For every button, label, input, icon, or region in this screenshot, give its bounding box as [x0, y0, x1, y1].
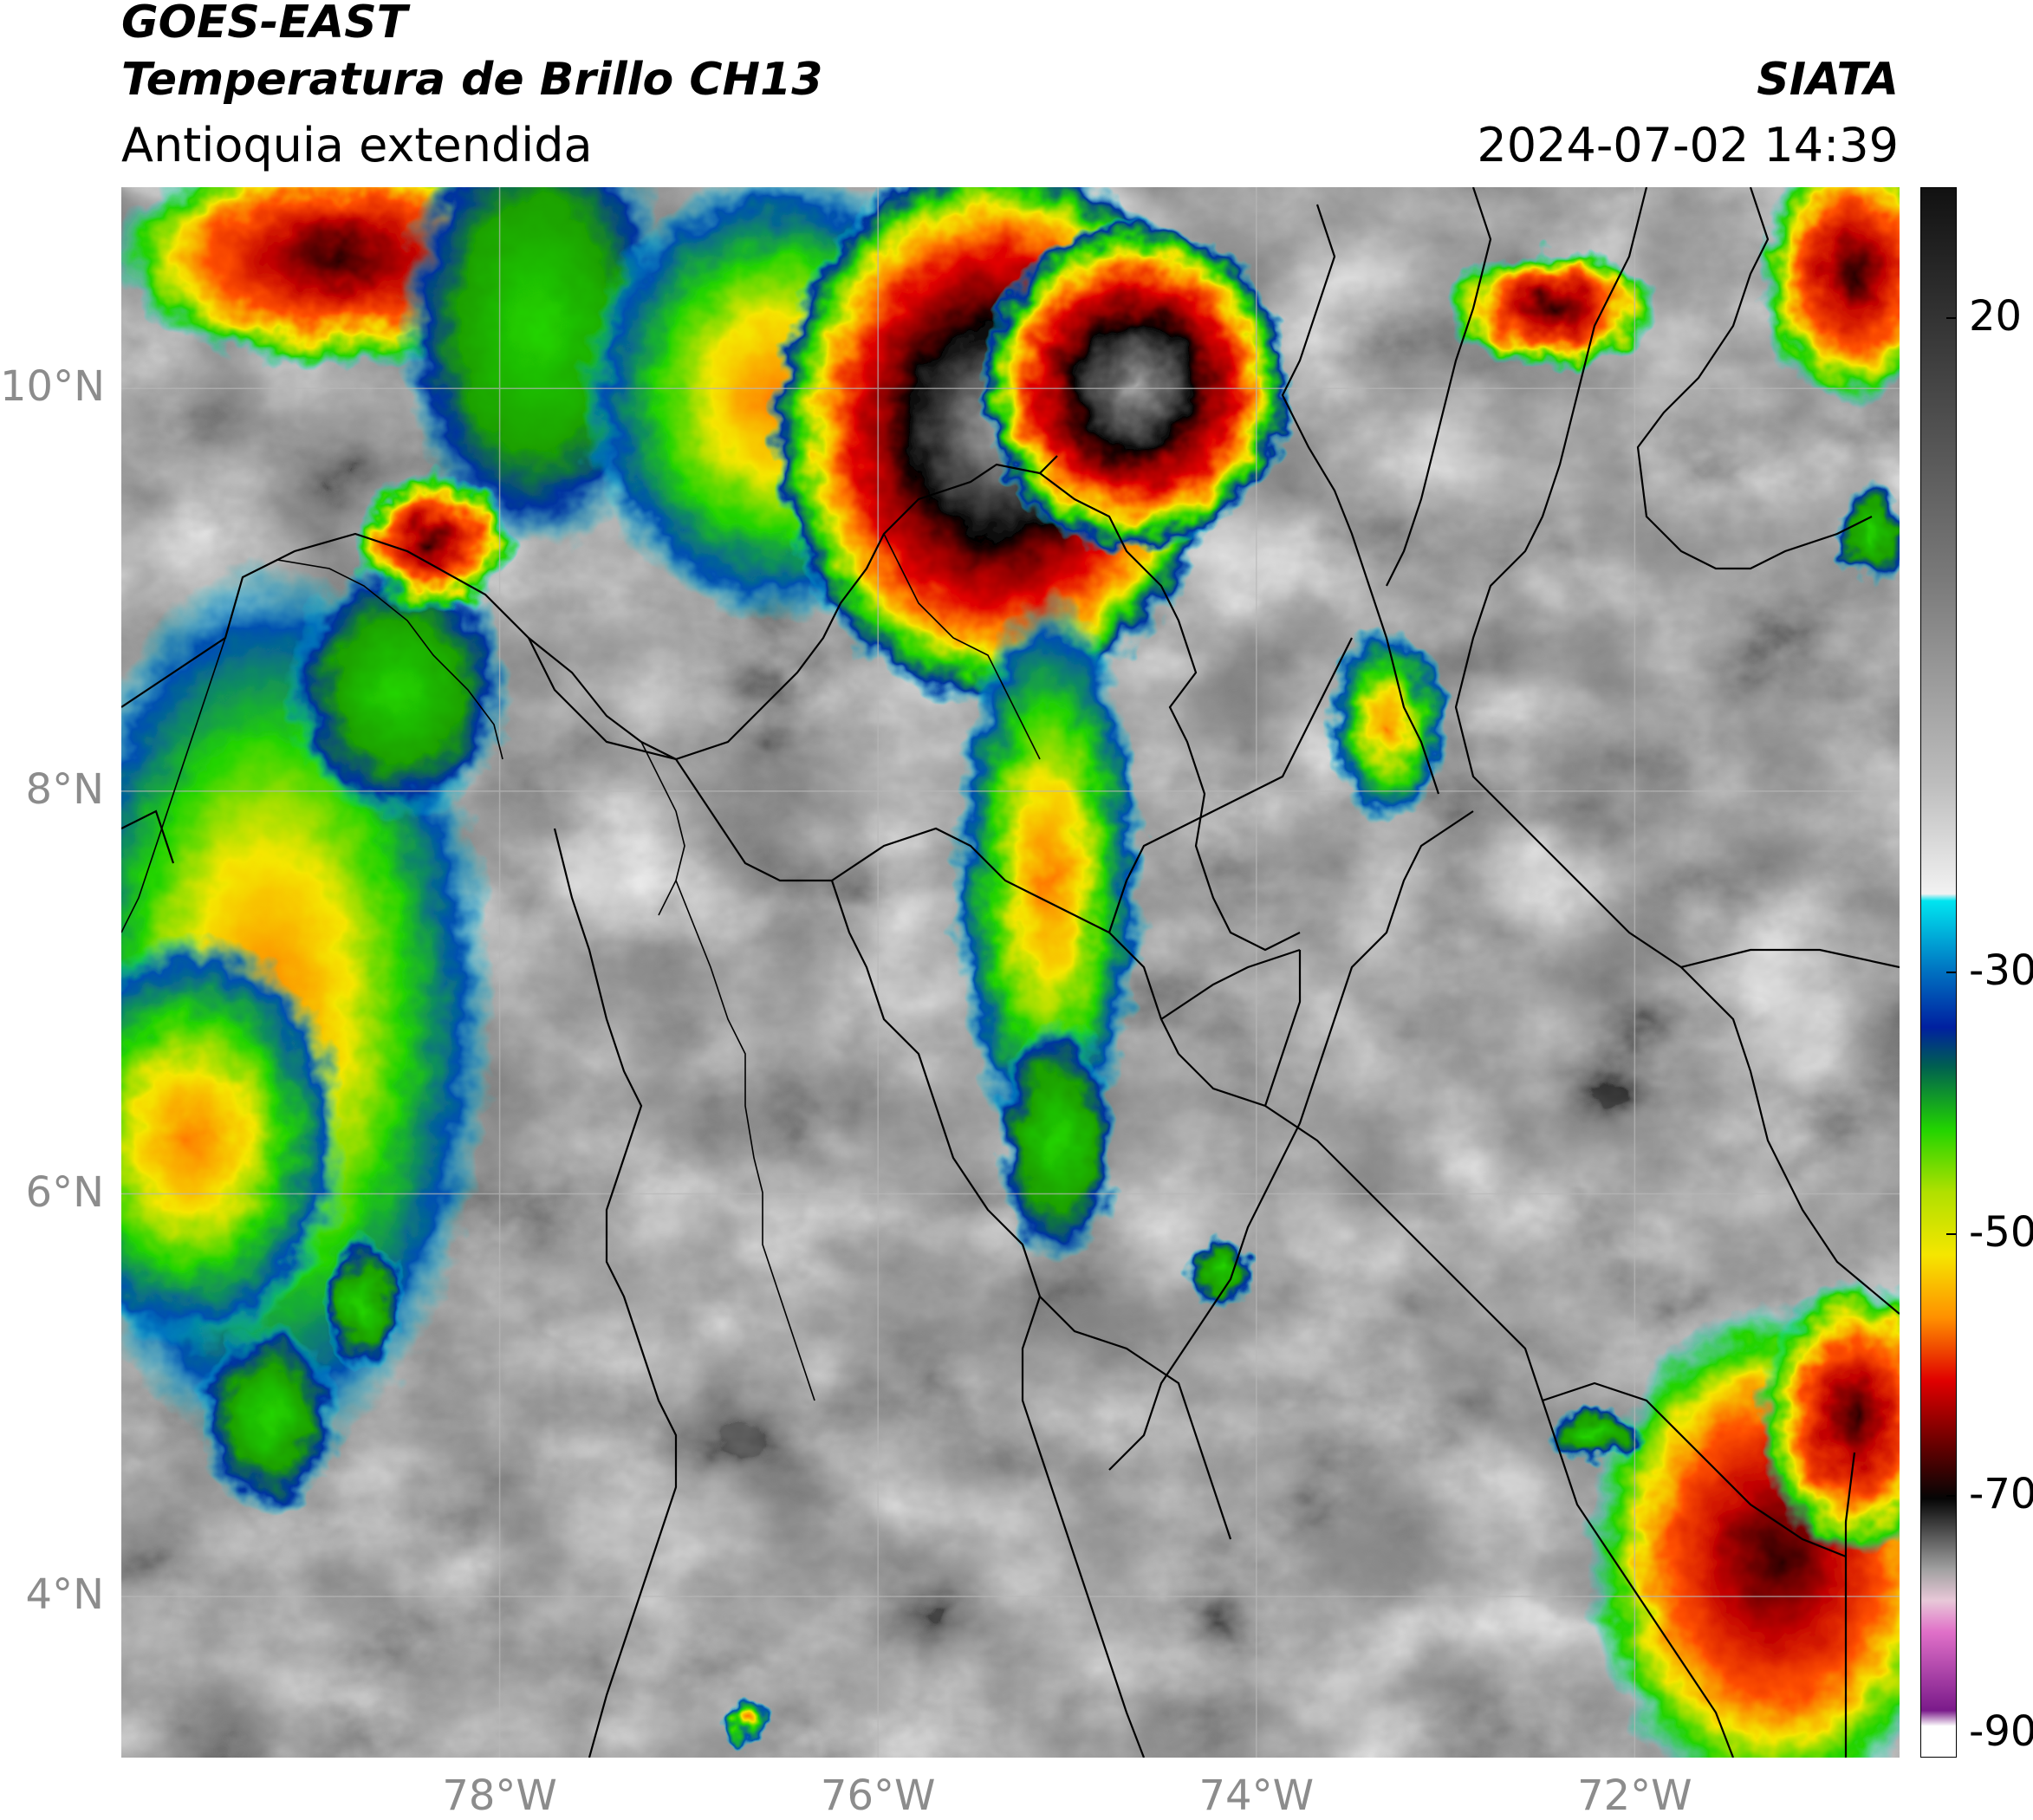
convective-cells	[121, 187, 1900, 1758]
satellite-title: GOES-EAST	[121, 0, 408, 49]
map-gridlines	[121, 187, 1900, 1758]
colorbar-tick-label: -70	[1969, 1470, 2033, 1518]
timestamp-label: 2024-07-02 14:39	[1477, 118, 1899, 172]
lon-tick-label: 72°W	[1577, 1771, 1692, 1820]
lon-tick-label: 74°W	[1198, 1771, 1315, 1820]
colorbar-tick-label: -30	[1969, 946, 2033, 995]
lat-tick-label: 4°N	[25, 1570, 104, 1620]
region-subtitle: Antioquia extendida	[121, 118, 593, 172]
lon-tick-label: 76°W	[820, 1771, 936, 1820]
colorbar-tick-label: 20	[1969, 292, 2023, 341]
coastline	[121, 533, 1041, 1401]
lon-tick-label: 78°W	[442, 1771, 557, 1820]
agency-label: SIATA	[1757, 54, 1899, 106]
lat-tick-label: 6°N	[25, 1167, 104, 1217]
lat-tick-label: 8°N	[25, 764, 104, 814]
colorbar-tick-label: -50	[1969, 1208, 2033, 1257]
country-borders	[121, 187, 1900, 1758]
lat-tick-label: 10°N	[0, 362, 105, 412]
product-title: Temperatura de Brillo CH13	[121, 54, 823, 106]
colorbar	[1920, 187, 1957, 1758]
satellite-map	[121, 187, 1900, 1758]
colorbar-tick-label: -90	[1969, 1707, 2033, 1756]
